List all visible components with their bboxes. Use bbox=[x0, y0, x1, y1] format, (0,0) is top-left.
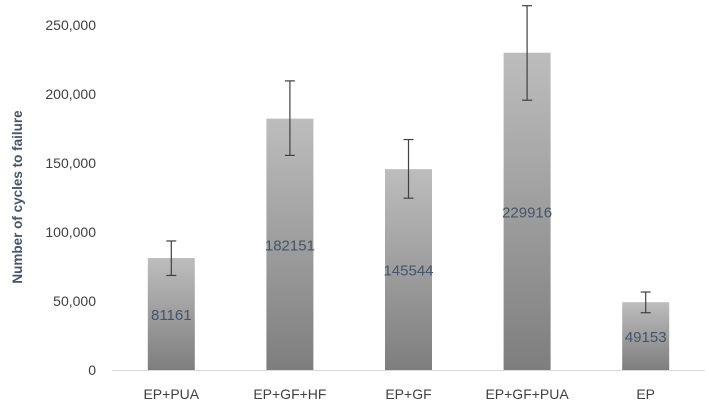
data-label: 182151 bbox=[265, 237, 315, 254]
y-tick-label: 250,000 bbox=[45, 17, 96, 33]
y-tick-label: 0 bbox=[88, 362, 96, 378]
error-bar bbox=[284, 80, 295, 157]
error-bar bbox=[403, 138, 414, 199]
bar bbox=[503, 52, 551, 371]
y-tick-label: 150,000 bbox=[45, 155, 96, 171]
y-axis-title: Number of cycles to failure bbox=[10, 110, 25, 284]
data-label: 145544 bbox=[383, 263, 433, 280]
x-tick-label: EP+GF bbox=[385, 386, 431, 402]
x-tick-label: EP+GF+PUA bbox=[485, 386, 569, 402]
error-bar bbox=[522, 5, 533, 101]
y-tick-label: 100,000 bbox=[45, 224, 96, 240]
bar bbox=[622, 302, 670, 370]
y-tick-label: 200,000 bbox=[45, 86, 96, 102]
bar bbox=[266, 118, 314, 370]
bar bbox=[147, 257, 195, 370]
bar bbox=[385, 169, 432, 370]
y-tick-label: 50,000 bbox=[53, 293, 96, 309]
error-bar bbox=[640, 291, 651, 314]
x-tick-label: EP bbox=[636, 386, 655, 402]
data-label: 229916 bbox=[502, 204, 552, 221]
data-label: 49153 bbox=[625, 329, 667, 346]
error-bar bbox=[166, 240, 177, 277]
x-tick-label: EP+PUA bbox=[143, 386, 199, 402]
x-tick-label: EP+GF+HF bbox=[253, 386, 326, 402]
data-label: 81161 bbox=[151, 307, 192, 324]
